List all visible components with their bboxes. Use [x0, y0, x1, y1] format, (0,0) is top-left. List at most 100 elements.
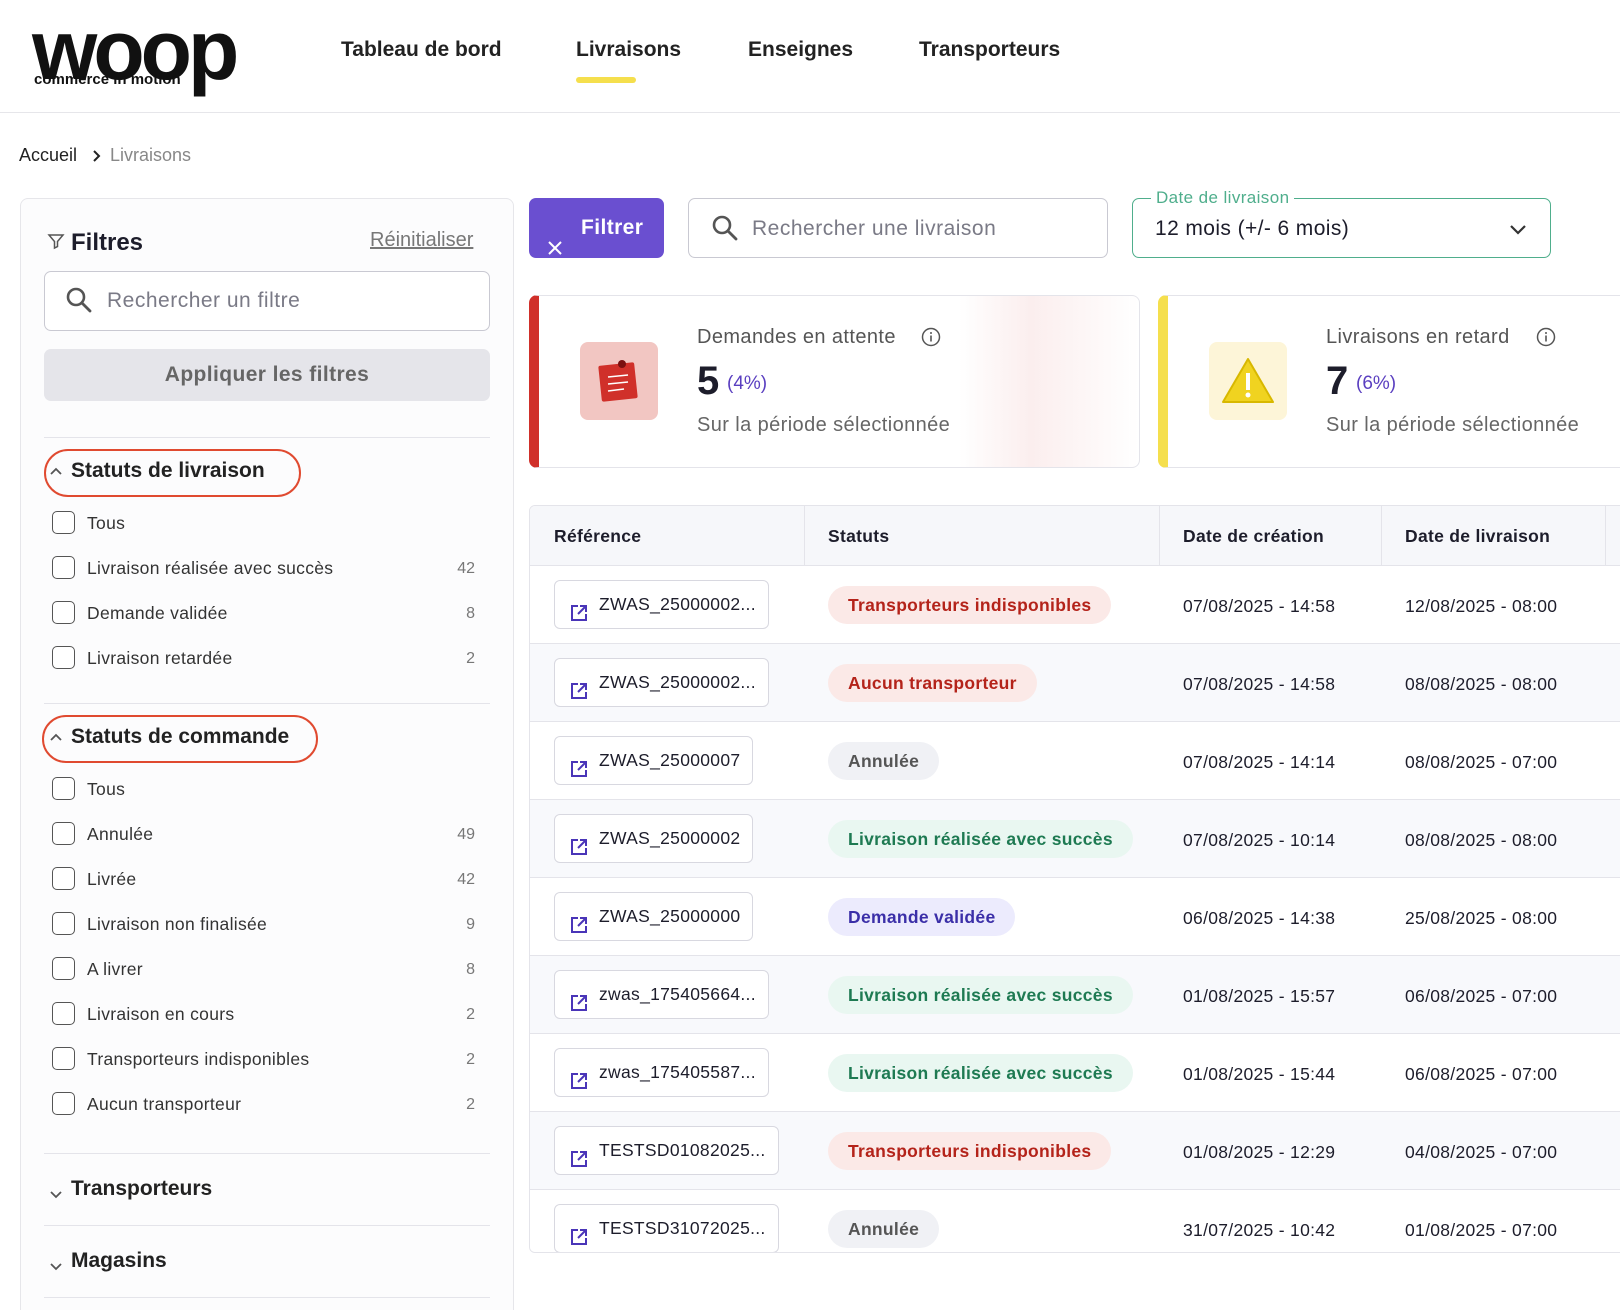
- column-header: Date de livraison: [1405, 526, 1551, 546]
- card-title: Livraisons en retard: [1326, 326, 1510, 348]
- created-date: 31/07/2025 - 10:42: [1183, 1220, 1336, 1240]
- external-icon: [569, 672, 589, 719]
- search-icon: [711, 214, 739, 247]
- delivery-date: 01/08/2025 - 07:00: [1405, 1220, 1558, 1240]
- checkbox[interactable]: [52, 1002, 75, 1025]
- placeholder: Rechercher une livraison: [752, 217, 997, 240]
- status-badge: Transporteurs indisponibles: [828, 1132, 1112, 1170]
- checkbox[interactable]: [52, 601, 75, 624]
- card-value: 7: [1326, 359, 1349, 403]
- external-icon: [569, 1218, 589, 1252]
- external-icon: [569, 594, 589, 641]
- reference-link[interactable]: ZWAS_25000002: [554, 814, 754, 863]
- status-badge: Transporteurs indisponibles: [828, 586, 1112, 624]
- chevron: [49, 731, 63, 750]
- option-label: A livrer: [87, 959, 143, 979]
- filter-search[interactable]: Rechercher un filtre: [44, 271, 490, 331]
- separator: [44, 1225, 490, 1226]
- group-title[interactable]: Statuts de livraison: [71, 459, 265, 482]
- status-badge: Demande validée: [828, 898, 1016, 936]
- reference-link[interactable]: TESTSD01082025...: [554, 1126, 779, 1175]
- reference-link[interactable]: ZWAS_25000002...: [554, 658, 769, 707]
- external-icon: [569, 1140, 589, 1187]
- delivery-date: 08/08/2025 - 07:00: [1405, 752, 1558, 772]
- external-icon: [569, 1062, 589, 1109]
- date-select[interactable]: Date de livraison 12 mois (+/- 6 mois): [1132, 188, 1551, 258]
- chevron: [91, 149, 103, 168]
- delivery-date: 06/08/2025 - 07:00: [1405, 986, 1558, 1006]
- status-badge: Livraison réalisée avec succès: [828, 976, 1133, 1014]
- reset-link[interactable]: Réinitialiser: [370, 229, 474, 251]
- logo: woop: [32, 3, 239, 97]
- group-title[interactable]: Magasins: [71, 1249, 167, 1272]
- tagline: commerce in motion: [34, 71, 181, 88]
- chevron: [49, 1259, 63, 1278]
- option-count: 42: [457, 871, 475, 888]
- created-date: 07/08/2025 - 14:14: [1183, 752, 1336, 772]
- card-percent: (6%): [1356, 373, 1397, 394]
- checkbox[interactable]: [52, 646, 75, 669]
- chevron: [49, 465, 63, 484]
- reference-link[interactable]: zwas_175405664...: [554, 970, 769, 1019]
- info-icon: [1536, 327, 1556, 352]
- breadcrumb-item[interactable]: Accueil: [19, 145, 78, 165]
- placeholder: Rechercher un filtre: [107, 289, 301, 312]
- nav-item[interactable]: Tableau de bord: [341, 38, 502, 61]
- created-date: 01/08/2025 - 12:29: [1183, 1142, 1336, 1162]
- status-badge: Aucun transporteur: [828, 664, 1037, 702]
- checkbox[interactable]: [52, 511, 75, 534]
- status-badge: Annulée: [828, 742, 940, 780]
- checkbox[interactable]: [52, 1092, 75, 1115]
- card-caption: Sur la période sélectionnée: [1326, 414, 1580, 436]
- card-value: 5: [697, 359, 720, 403]
- card-caption: Sur la période sélectionnée: [697, 414, 951, 436]
- reference-link[interactable]: ZWAS_25000000: [554, 892, 754, 941]
- filter-button[interactable]: Filtrer: [529, 198, 664, 258]
- group-title[interactable]: Statuts de commande: [71, 725, 290, 748]
- checkbox[interactable]: [52, 867, 75, 890]
- search-icon: [65, 286, 93, 319]
- checkbox[interactable]: [52, 957, 75, 980]
- delivery-search[interactable]: Rechercher une livraison: [688, 198, 1108, 258]
- checkbox[interactable]: [52, 556, 75, 579]
- reference-link[interactable]: TESTSD31072025...: [554, 1204, 779, 1252]
- card-icon: [1209, 342, 1287, 425]
- external-icon: [569, 906, 589, 953]
- delivery-date: 12/08/2025 - 08:00: [1405, 596, 1558, 616]
- delivery-date: 25/08/2025 - 08:00: [1405, 908, 1558, 928]
- reference-link[interactable]: ZWAS_25000007: [554, 736, 754, 785]
- created-date: 01/08/2025 - 15:57: [1183, 986, 1336, 1006]
- group-title[interactable]: Transporteurs: [71, 1177, 213, 1200]
- date-value: 12 mois (+/- 6 mois): [1155, 217, 1350, 240]
- kpi-card: Demandes en attente 5 (4%) Sur la période s…: [529, 295, 1140, 468]
- delivery-date: 08/08/2025 - 08:00: [1405, 674, 1558, 694]
- reference-link[interactable]: ZWAS_25000002...: [554, 580, 769, 629]
- chevron: [49, 1187, 63, 1206]
- card-percent: (4%): [727, 373, 768, 394]
- option-count: 9: [466, 916, 475, 933]
- separator: [44, 1297, 490, 1298]
- option-label: Annulée: [87, 824, 154, 844]
- deliveries-table: Référence Statuts Date de création Date de …: [529, 505, 1620, 1253]
- nav-item[interactable]: Transporteurs: [919, 38, 1061, 61]
- table-header: [530, 506, 1620, 566]
- filter-icon: [47, 232, 65, 255]
- column-header: Date de création: [1183, 526, 1324, 546]
- option-label: Livraison retardée: [87, 648, 233, 668]
- nav-item[interactable]: Livraisons: [576, 38, 682, 61]
- option-label: Livraison non finalisée: [87, 914, 268, 934]
- reference-link[interactable]: zwas_175405587...: [554, 1048, 769, 1097]
- checkbox[interactable]: [52, 777, 75, 800]
- external-icon: [569, 828, 589, 875]
- checkbox[interactable]: [52, 822, 75, 845]
- option-count: 2: [466, 650, 475, 667]
- option-label: Transporteurs indisponibles: [87, 1049, 310, 1069]
- apply-button[interactable]: Appliquer les filtres: [44, 349, 490, 401]
- status-badge: Livraison réalisée avec succès: [828, 820, 1133, 858]
- checkbox[interactable]: [52, 912, 75, 935]
- column-header: Référence: [554, 526, 642, 546]
- nav-item[interactable]: Enseignes: [748, 38, 854, 61]
- breadcrumb-item: Livraisons: [110, 145, 192, 165]
- checkbox[interactable]: [52, 1047, 75, 1070]
